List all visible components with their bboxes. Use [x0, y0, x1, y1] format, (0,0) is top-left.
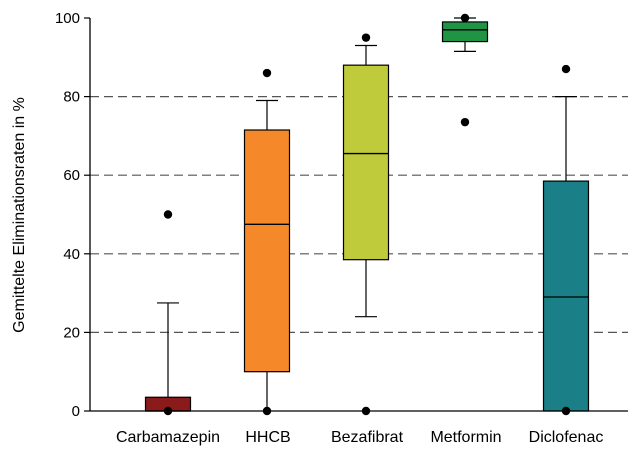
outlier-point	[262, 68, 272, 78]
box-carbamazepin	[144, 210, 192, 416]
axes	[89, 18, 628, 412]
y-tick-label: 40	[63, 246, 80, 263]
y-axis-title: Gemittelte Eliminationsraten in %	[11, 97, 28, 333]
x-category-label: Carbamazepin	[116, 429, 220, 446]
y-tick-label: 100	[55, 10, 80, 27]
outlier-point	[460, 117, 470, 127]
y-axis-ticks: 0 20 40 60 80 100	[55, 10, 90, 420]
outlier-point	[460, 13, 470, 23]
box-metformin	[441, 13, 489, 127]
x-category-label: HHCB	[245, 429, 290, 446]
box-iqr	[342, 64, 390, 261]
boxes-group	[144, 13, 590, 416]
y-tick-label: 60	[63, 167, 80, 184]
outlier-point	[163, 210, 173, 219]
box-bezafibrat	[342, 33, 390, 416]
y-tick-label: 80	[63, 89, 80, 106]
x-category-label: Metformin	[430, 429, 501, 446]
box-iqr	[542, 180, 590, 412]
x-category-label: Bezafibrat	[331, 429, 404, 446]
outlier-point	[561, 64, 571, 74]
x-axis-labels: Carbamazepin HHCB Bezafibrat Metformin Diclo…	[116, 429, 603, 446]
y-tick-label: 20	[63, 324, 80, 341]
x-category-label: Diclofenac	[529, 429, 604, 446]
box-iqr	[243, 129, 291, 373]
box-diclofenac	[542, 64, 590, 416]
y-tick-label: 0	[72, 403, 80, 420]
box-iqr	[441, 21, 489, 43]
box-hhcb	[243, 68, 291, 416]
outlier-point	[361, 33, 371, 42]
